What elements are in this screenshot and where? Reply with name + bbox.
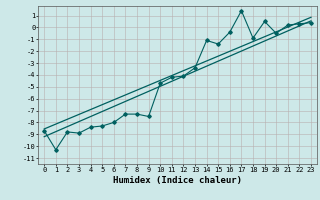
X-axis label: Humidex (Indice chaleur): Humidex (Indice chaleur) <box>113 176 242 185</box>
